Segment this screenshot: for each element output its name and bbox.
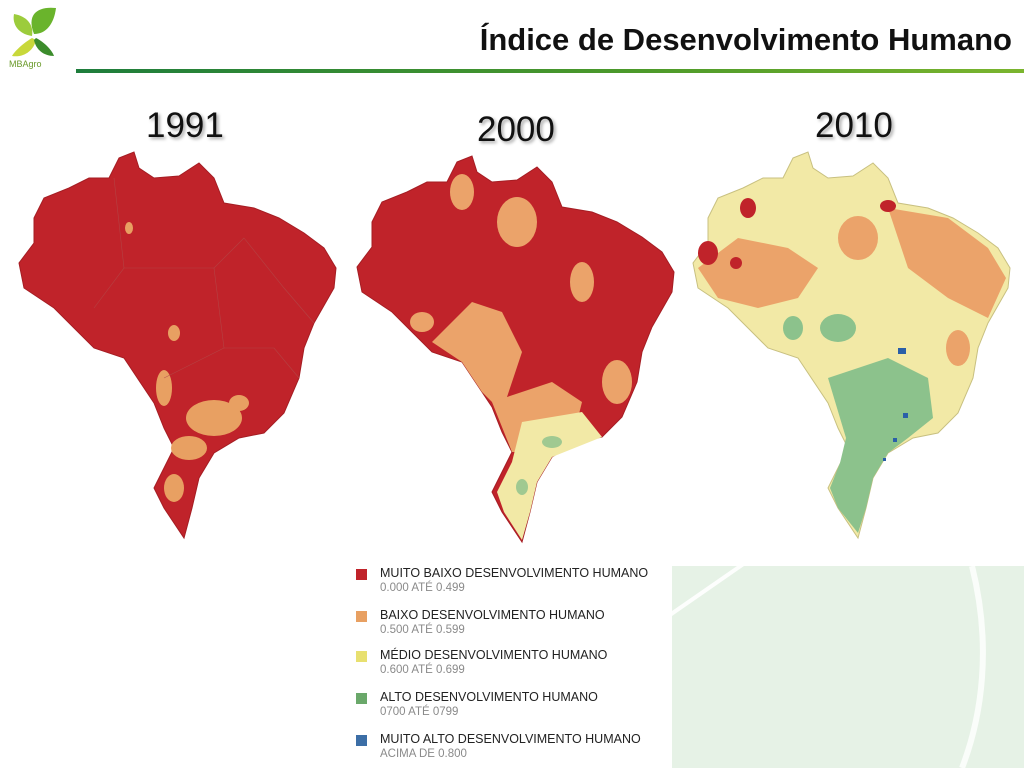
page-title: Índice de Desenvolvimento Humano xyxy=(479,22,1012,57)
muito-baixo-patches-2010 xyxy=(698,198,896,269)
map-1991 xyxy=(18,151,337,540)
map-legend: MUITO BAIXO DESENVOLVIMENTO HUMANO 0.000… xyxy=(346,556,671,768)
legend-range: 0700 ATÉ 0799 xyxy=(380,706,459,718)
legend-label: ALTO DESENVOLVIMENTO HUMANO xyxy=(380,690,598,704)
legend-swatch xyxy=(356,569,367,580)
leaf-logo-icon xyxy=(12,7,56,57)
legend-range: 0.000 ATÉ 0.499 xyxy=(380,582,465,594)
legend-range: 0.600 ATÉ 0.699 xyxy=(380,664,465,676)
year-label-2010: 2010 xyxy=(815,106,893,145)
map-2000 xyxy=(356,155,675,544)
logo-text: MBAgro xyxy=(9,59,42,69)
alto-patches-2010 xyxy=(783,314,933,533)
legend-label: MÉDIO DESENVOLVIMENTO HUMANO xyxy=(380,648,608,662)
legend-label: BAIXO DESENVOLVIMENTO HUMANO xyxy=(380,608,605,622)
brazil-shape-1991 xyxy=(18,151,337,540)
muito-alto-patches-2010 xyxy=(883,348,908,461)
legend-swatch xyxy=(356,611,367,622)
baixo-patches-2010 xyxy=(698,208,1006,366)
legend-swatch xyxy=(356,651,367,662)
year-label-1991: 1991 xyxy=(146,106,224,145)
title-divider xyxy=(76,69,1024,73)
legend-swatch xyxy=(356,735,367,746)
legend-label: MUITO BAIXO DESENVOLVIMENTO HUMANO xyxy=(380,566,649,580)
mbagro-logo: MBAgro xyxy=(4,4,64,72)
baixo-patches-1991 xyxy=(125,222,249,502)
year-label-2000: 2000 xyxy=(477,110,555,149)
legend-label: MUITO ALTO DESENVOLVIMENTO HUMANO xyxy=(380,732,641,746)
alto-patches-2000 xyxy=(516,436,562,495)
legend-swatch xyxy=(356,693,367,704)
medio-patches-2000 xyxy=(497,412,602,540)
legend-range: ACIMA DE 0.800 xyxy=(380,748,467,760)
decorative-background xyxy=(672,566,1024,768)
baixo-patches-2000 xyxy=(410,174,632,452)
map-2010 xyxy=(692,151,1011,540)
legend-range: 0.500 ATÉ 0.599 xyxy=(380,624,465,636)
